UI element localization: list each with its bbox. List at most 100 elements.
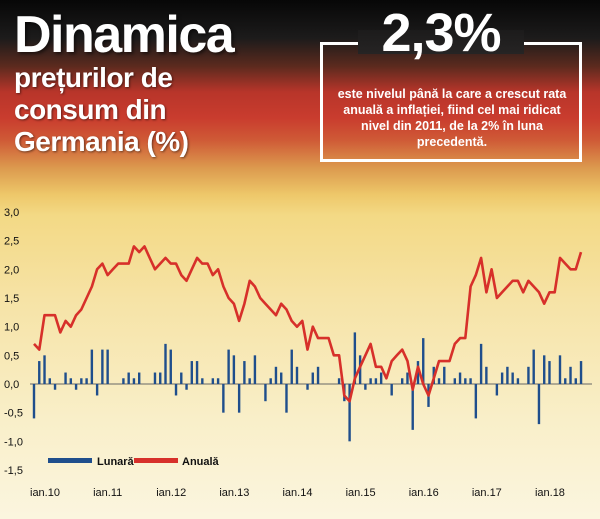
legend-annual-swatch xyxy=(134,458,178,463)
monthly-bar xyxy=(264,384,267,402)
monthly-bar xyxy=(564,378,567,384)
legend-monthly-label: Lunară xyxy=(97,456,135,468)
monthly-bar xyxy=(127,372,130,384)
monthly-bar xyxy=(53,384,57,390)
monthly-bar xyxy=(253,355,257,384)
highlight-text: este nivelul până la care a crescut rata… xyxy=(337,87,567,149)
monthly-bar xyxy=(174,384,178,396)
monthly-bar xyxy=(379,372,383,384)
monthly-bar xyxy=(311,372,314,384)
monthly-bar xyxy=(201,378,204,384)
monthly-bar xyxy=(185,384,188,390)
monthly-bar xyxy=(237,384,241,413)
monthly-bar xyxy=(401,378,404,384)
y-tick-label: 0,0 xyxy=(4,379,19,391)
x-tick-label: ian.13 xyxy=(219,487,249,499)
monthly-bar xyxy=(101,349,104,384)
monthly-bar xyxy=(422,338,425,384)
monthly-bar xyxy=(500,372,504,384)
page-subtitle: prețurilor de consum din Germania (%) xyxy=(14,62,189,157)
x-axis-labels: ian.10 ian.11 ian.12 ian.13 ian.14 ian.15 ian.… xyxy=(30,487,565,499)
monthly-bar xyxy=(169,349,172,384)
monthly-bar xyxy=(164,343,167,384)
monthly-bar xyxy=(316,366,320,384)
monthly-bar xyxy=(69,378,73,384)
monthly-bar xyxy=(243,361,246,384)
annual-line xyxy=(33,245,583,403)
x-tick-label: ian.17 xyxy=(472,487,502,499)
monthly-bars xyxy=(32,332,583,442)
highlight-value: 2,3% xyxy=(381,3,501,63)
monthly-bar xyxy=(190,361,193,384)
monthly-bar xyxy=(506,366,509,384)
monthly-bar xyxy=(216,378,220,384)
monthly-bar xyxy=(437,378,441,384)
monthly-bar xyxy=(527,366,530,384)
x-tick-label: ian.15 xyxy=(346,487,376,499)
monthly-bar xyxy=(106,349,109,384)
y-tick-label: 0,5 xyxy=(4,350,19,362)
monthly-bar xyxy=(248,378,251,384)
x-tick-label: ian.12 xyxy=(156,487,186,499)
monthly-bar xyxy=(364,384,367,390)
monthly-bar xyxy=(348,384,351,442)
monthly-bar xyxy=(337,378,341,384)
monthly-bar xyxy=(511,372,514,384)
monthly-bar xyxy=(369,378,372,384)
y-tick-label: 3,0 xyxy=(4,207,19,219)
monthly-bar xyxy=(232,355,236,384)
x-tick-label: ian.18 xyxy=(535,487,565,499)
monthly-bar xyxy=(516,378,520,384)
monthly-bar xyxy=(443,366,446,384)
monthly-bar xyxy=(211,378,215,384)
x-tick-label: ian.14 xyxy=(282,487,312,499)
monthly-bar xyxy=(495,384,499,396)
monthly-bar xyxy=(222,384,225,413)
y-tick-label: 2,5 xyxy=(4,236,19,248)
monthly-bar xyxy=(537,384,541,425)
y-axis-labels: 3,0 2,5 2,0 1,5 1,0 0,5 0,0 -0,5 -1,0 -1,5 xyxy=(4,207,23,477)
monthly-bar xyxy=(153,372,157,384)
monthly-bar xyxy=(532,349,535,384)
monthly-bar xyxy=(453,378,456,384)
monthly-bar xyxy=(138,372,141,384)
monthly-bar xyxy=(43,355,46,384)
monthly-bar xyxy=(48,378,51,384)
y-tick-label: 1,0 xyxy=(4,322,19,334)
monthly-bar xyxy=(558,355,562,384)
monthly-bar xyxy=(479,343,483,384)
monthly-bar xyxy=(374,378,378,384)
monthly-bar xyxy=(569,366,572,384)
monthly-bar xyxy=(390,384,393,396)
monthly-bar xyxy=(64,372,67,384)
monthly-bar xyxy=(274,366,278,384)
monthly-bar xyxy=(295,366,299,384)
monthly-bar xyxy=(458,372,462,384)
monthly-bar xyxy=(180,372,183,384)
monthly-bar xyxy=(469,378,472,384)
monthly-bar xyxy=(543,355,546,384)
monthly-bar xyxy=(38,361,41,384)
monthly-bar xyxy=(285,384,288,413)
page-title: Dinamica xyxy=(14,6,235,64)
monthly-bar xyxy=(474,384,478,419)
monthly-bar xyxy=(74,384,78,390)
y-tick-label: -0,5 xyxy=(4,408,23,420)
monthly-bar xyxy=(290,349,293,384)
monthly-bar xyxy=(90,349,94,384)
monthly-bar xyxy=(132,378,136,384)
monthly-bar xyxy=(95,384,99,396)
y-tick-label: 1,5 xyxy=(4,293,19,305)
highlight-box-gap xyxy=(358,30,524,54)
monthly-bar xyxy=(227,349,230,384)
x-tick-label: ian.11 xyxy=(93,487,122,499)
monthly-bar xyxy=(269,378,272,384)
monthly-bar xyxy=(406,372,409,384)
monthly-bar xyxy=(85,378,88,384)
x-tick-label: ian.16 xyxy=(409,487,439,499)
y-tick-label: 2,0 xyxy=(4,264,19,276)
monthly-bar xyxy=(195,361,199,384)
monthly-bar xyxy=(280,372,283,384)
